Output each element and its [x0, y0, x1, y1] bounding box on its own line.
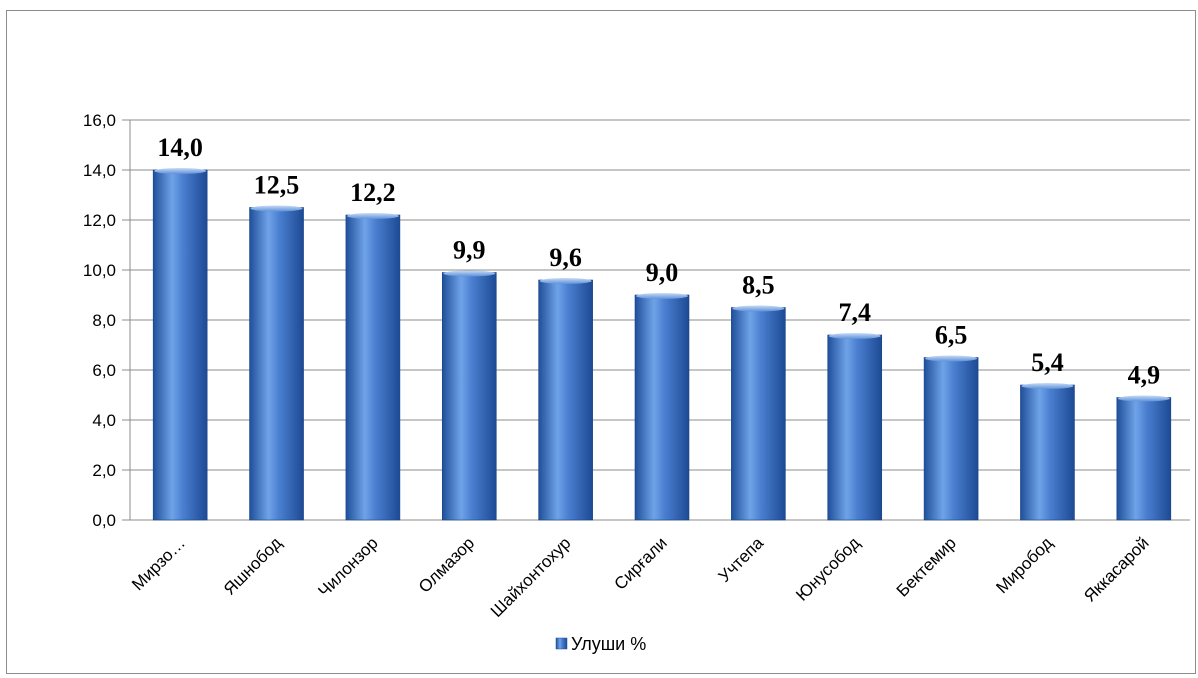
bar: [923, 357, 979, 521]
x-tick-label: Чилонзор: [314, 533, 381, 600]
bar-cap: [636, 293, 688, 299]
y-tick-label: 8,0: [92, 311, 116, 330]
y-tick-label: 4,0: [92, 411, 116, 430]
bar-cap: [154, 168, 207, 174]
data-label: 9,6: [549, 243, 582, 272]
bar: [441, 272, 497, 521]
bar: [152, 169, 208, 521]
bar-cap: [346, 213, 399, 219]
legend-label: Улуши %: [571, 634, 646, 654]
bar-cap: [732, 305, 785, 312]
data-label: 12,2: [350, 178, 396, 207]
bar-cap: [443, 270, 496, 277]
y-tick-label: 6,0: [92, 361, 116, 380]
y-tick-label: 2,0: [92, 461, 116, 480]
data-label: 9,9: [453, 236, 486, 265]
bars: [152, 168, 1172, 521]
data-label: 12,5: [254, 171, 300, 200]
x-tick-label: Мирзо…: [128, 533, 189, 594]
y-tick-label: 12,0: [83, 211, 116, 230]
bar: [731, 307, 786, 521]
x-tick-label: Олмазор: [415, 533, 478, 596]
y-axis: 0,0 2,0 4,0 6,0 8,0 10,0 12,0 14,0 16,0: [83, 111, 131, 530]
y-tick-label: 14,0: [83, 161, 116, 180]
data-label: 5,4: [1031, 348, 1064, 377]
x-axis: Мирзо… Яшнобод Чилонзор Олмазор Шайхонтохур С…: [128, 533, 1152, 621]
y-tick-label: 10,0: [83, 261, 116, 280]
bar: [634, 294, 690, 521]
bar-cap: [1021, 383, 1074, 389]
x-tick-label: Бектемир: [893, 533, 960, 600]
bar-cap: [539, 278, 592, 284]
data-label: 4,9: [1128, 361, 1161, 390]
y-tick-label: 0,0: [92, 511, 116, 530]
x-tick-label: Яккасарой: [1080, 533, 1152, 605]
bar-cap: [828, 333, 881, 339]
legend: Улуши %: [555, 634, 646, 654]
bar: [1116, 397, 1172, 521]
legend-swatch: [555, 637, 568, 650]
bar-cap: [925, 355, 978, 362]
bar: [1020, 384, 1075, 521]
x-tick-label: Шайхонтохур: [487, 533, 575, 621]
bar: [345, 214, 401, 521]
bar: [827, 334, 883, 521]
x-tick-label: Миробод: [992, 533, 1056, 597]
bar: [538, 279, 593, 521]
data-label: 14,0: [157, 133, 203, 162]
data-label: 8,5: [742, 271, 775, 300]
x-tick-label: Юнусобод: [792, 533, 863, 604]
x-tick-label: Учтепа: [715, 533, 768, 586]
bar-cap: [1117, 395, 1170, 402]
data-labels: 14,0 12,5 12,2 9,9 9,6 9,0 8,5 7,4 6,5 5,4 4,9: [157, 133, 1160, 390]
x-tick-label: Яшнобод: [220, 533, 285, 598]
bar-cap: [250, 205, 303, 212]
bar: [249, 207, 304, 521]
data-label: 7,4: [838, 298, 871, 327]
y-tick-label: 16,0: [83, 111, 116, 130]
data-label: 6,5: [935, 321, 968, 350]
data-label: 9,0: [646, 258, 679, 287]
x-tick-label: Сирғали: [611, 533, 671, 593]
